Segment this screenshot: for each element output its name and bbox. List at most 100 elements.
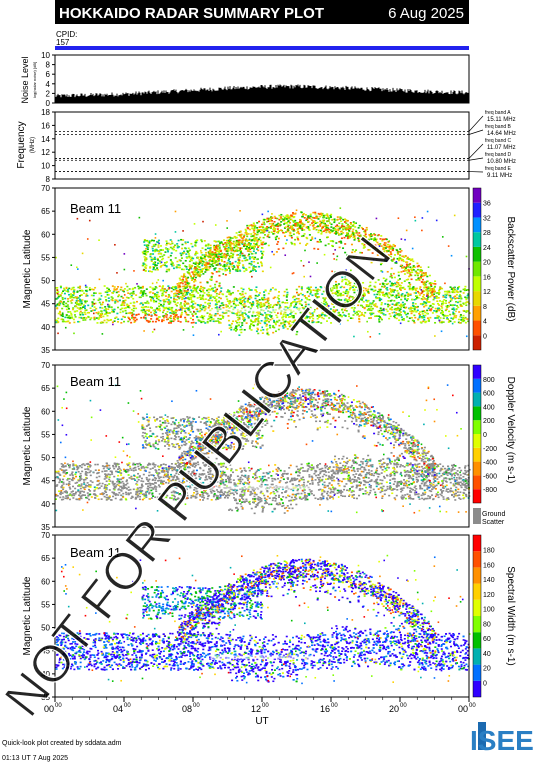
echo-cell [197,271,200,273]
echo-cell [204,308,207,310]
echo-cell [288,234,291,237]
echo-cell [284,306,287,308]
echo-cell [319,229,322,232]
echo-cell [239,231,242,233]
echo-cell [173,244,176,247]
echo-cell [330,316,333,319]
echo-cell [337,298,340,301]
echo-cell [67,307,70,310]
echo-cell [129,311,132,314]
echo-cell [338,300,341,303]
echo-cell [222,304,225,306]
echo-cell [143,252,146,255]
echo-cell [92,312,95,315]
echo-cell [101,307,104,309]
echo-cell [120,286,123,289]
echo-cell [145,312,148,315]
echo-cell [331,270,333,273]
echo-cell [277,248,280,250]
echo-cell [82,306,85,309]
echo-cell [263,298,266,301]
echo-cell [369,307,372,310]
echo-cell [340,233,343,235]
echo-cell [278,324,281,327]
echo-cell [433,293,436,296]
echo-cell [336,218,339,221]
echo-cell [228,241,231,243]
echo-cell [465,255,468,258]
echo-cell [88,311,91,314]
echo-cell [424,298,427,300]
echo-cell [211,254,214,256]
echo-cell [396,304,399,306]
echo-cell [430,308,433,310]
echo-cell [423,310,426,312]
echo-cell [67,316,70,319]
echo-cell [212,318,215,320]
echo-cell [436,315,439,317]
echo-cell [320,231,323,233]
echo-cell [218,252,221,254]
echo-cell [385,283,388,286]
echo-cell [332,299,335,302]
echo-cell [325,228,328,231]
echo-cell [146,248,149,250]
echo-cell [142,263,145,265]
echo-cell [453,291,456,294]
echo-cell [272,253,275,256]
echo-cell [204,248,207,251]
echo-cell [398,319,401,322]
echo-cell [234,303,237,306]
echo-cell [154,233,157,235]
echo-cell [275,235,278,238]
echo-cell [337,314,340,317]
echo-cell [347,303,350,306]
echo-cell [169,312,172,314]
echo-cell [300,259,302,262]
echo-cell [316,240,319,243]
echo-cell [153,328,156,331]
echo-cell [109,319,112,321]
echo-cell [130,317,133,319]
echo-cell [279,217,282,219]
echo-cell [61,315,64,318]
echo-cell [198,275,201,278]
echo-cell [155,281,158,284]
echo-cell [123,320,126,323]
echo-cell [355,231,358,233]
echo-cell [85,295,88,297]
echo-cell [396,249,399,252]
echo-cell [413,292,416,294]
echo-cell [208,267,211,269]
echo-cell [195,287,198,290]
echo-cell [355,311,358,313]
echo-cell [249,251,252,253]
echo-cell [192,334,195,337]
echo-cell [381,239,384,242]
echo-cell [312,228,315,231]
echo-cell [407,278,410,281]
echo-cell [465,289,468,291]
echo-cell [304,249,306,252]
echo-cell [340,306,343,308]
echo-cell [183,274,186,277]
echo-cell [411,307,414,310]
echo-cell [304,301,307,303]
echo-cell [327,305,330,307]
echo-cell [326,303,329,305]
echo-cell [405,229,408,232]
echo-cell [332,253,335,255]
echo-cell [397,283,400,286]
frequency-band-name: freq band C [485,138,512,144]
echo-cell [376,241,379,244]
echo-cell [399,251,402,253]
echo-cell [226,241,229,244]
echo-cell [333,218,336,221]
echo-cell [266,328,269,330]
echo-cell [293,242,296,245]
echo-cell [236,268,239,271]
echo-cell [215,295,218,297]
echo-cell [267,233,270,236]
echo-cell [311,301,314,303]
echo-cell [387,250,390,252]
